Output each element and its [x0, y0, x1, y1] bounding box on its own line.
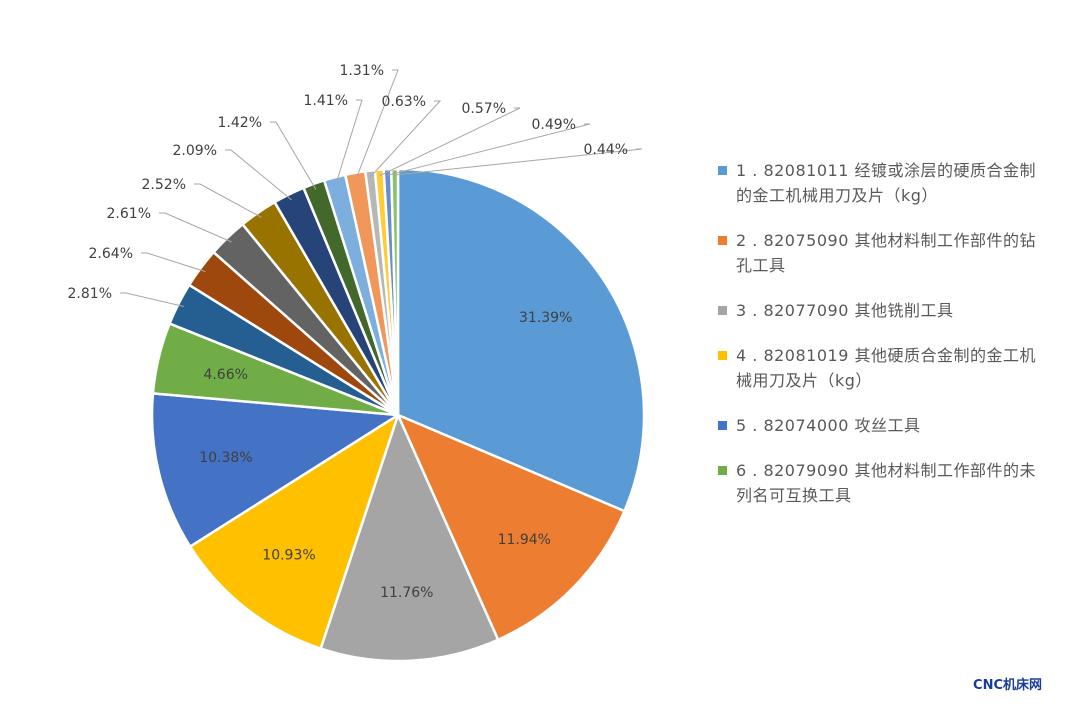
- leader-line-15: [370, 100, 442, 177]
- data-label-16: 0.57%: [462, 101, 506, 117]
- leader-line-14: [355, 69, 399, 179]
- data-label-2: 11.94%: [498, 532, 551, 548]
- data-label-8: 2.64%: [89, 246, 133, 262]
- leader-line-17: [387, 123, 591, 176]
- data-label-5: 10.38%: [199, 450, 252, 466]
- data-label-1: 31.39%: [519, 310, 572, 326]
- legend-item-2: 2 . 82075090 其他材料制工作部件的钻孔工具: [716, 228, 1036, 278]
- data-label-12: 1.42%: [218, 115, 262, 131]
- data-labels: 31.39% 11.94% 11.76% 10.93% 10.38% 4.66% 2.81%…: [68, 63, 628, 601]
- data-label-11: 2.09%: [173, 143, 217, 159]
- legend-swatch-2: [718, 236, 727, 245]
- legend-label-4: 4 . 82081019 其他硬质合金制的金工机械用刀及片（kg）: [736, 346, 1036, 390]
- leader-line-16: [379, 107, 521, 177]
- leader-lines: [120, 69, 643, 307]
- pie-slice-3: [319, 413, 500, 663]
- legend-item-1: 1 . 82081011 经镀或涂层的硬质合金制的金工机械用刀及片（kg）: [716, 158, 1036, 208]
- legend-item-4: 4 . 82081019 其他硬质合金制的金工机械用刀及片（kg）: [716, 343, 1036, 393]
- legend-swatch-4: [718, 351, 727, 360]
- data-label-9: 2.61%: [107, 206, 151, 222]
- pie-slice-4: [188, 413, 400, 650]
- leader-line-8: [141, 252, 206, 273]
- legend-item-3: 3 . 82077090 其他铣削工具: [716, 298, 1036, 323]
- leader-line-11: [225, 149, 292, 201]
- data-label-13: 1.41%: [304, 93, 348, 109]
- legend-label-2: 2 . 82075090 其他材料制工作部件的钻孔工具: [736, 231, 1036, 275]
- data-label-17: 0.49%: [532, 117, 576, 133]
- pie-slice-5: [150, 392, 400, 548]
- legend-swatch-6: [718, 466, 727, 475]
- watermark: CNC机床网: [973, 678, 1042, 693]
- legend-label-5: 5 . 82074000 攻丝工具: [736, 416, 921, 435]
- pie-slices: [150, 167, 646, 663]
- data-label-6: 4.66%: [203, 367, 247, 383]
- legend-item-6: 6 . 82079090 其他材料制工作部件的未列名可互换工具: [716, 458, 1036, 508]
- legend-swatch-3: [718, 306, 727, 315]
- data-label-10: 2.52%: [142, 177, 186, 193]
- leader-line-7: [120, 292, 185, 307]
- data-label-14: 1.31%: [340, 63, 384, 79]
- pie-slice-1: [396, 167, 646, 513]
- legend-swatch-1: [718, 166, 727, 175]
- legend-swatch-5: [718, 421, 727, 430]
- leader-line-10: [194, 183, 262, 218]
- data-label-4: 10.93%: [262, 548, 315, 564]
- legend-item-5: 5 . 82074000 攻丝工具: [716, 413, 1036, 438]
- leader-line-9: [159, 212, 232, 243]
- data-label-7: 2.81%: [68, 286, 112, 302]
- legend-label-3: 3 . 82077090 其他铣削工具: [736, 301, 954, 320]
- data-label-3: 11.76%: [380, 585, 433, 601]
- data-label-15: 0.63%: [382, 94, 426, 110]
- legend-label-1: 1 . 82081011 经镀或涂层的硬质合金制的金工机械用刀及片（kg）: [736, 161, 1036, 205]
- legend: 1 . 82081011 经镀或涂层的硬质合金制的金工机械用刀及片（kg） 2 …: [716, 158, 1036, 528]
- leader-line-18: [394, 148, 643, 176]
- pie-slice-2: [396, 413, 626, 641]
- leader-line-13: [335, 99, 363, 184]
- data-label-18: 0.44%: [584, 142, 628, 158]
- leader-line-12: [270, 121, 317, 190]
- legend-label-6: 6 . 82079090 其他材料制工作部件的未列名可互换工具: [736, 461, 1036, 505]
